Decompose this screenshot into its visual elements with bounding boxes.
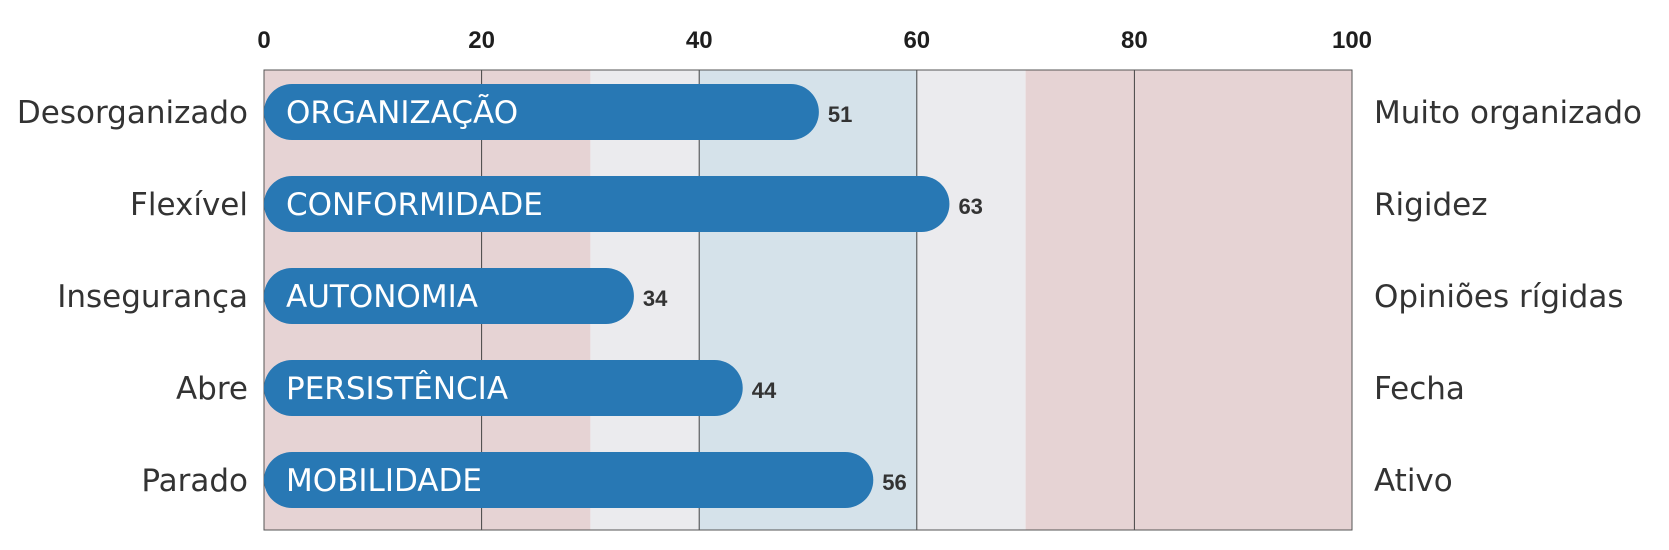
bar-value-label: 63 bbox=[958, 194, 982, 219]
background-bands bbox=[264, 70, 1352, 530]
left-scale-label: Parado bbox=[141, 463, 248, 499]
bars: ORGANIZAÇÃO 51 CONFORMIDADE 63 AUTONOMIA 34 PE… bbox=[264, 84, 983, 508]
bar-value-label: 34 bbox=[643, 286, 668, 311]
bar bbox=[264, 268, 634, 324]
x-tick-label: 0 bbox=[257, 27, 270, 54]
bar-category-label: ORGANIZAÇÃO bbox=[286, 95, 518, 131]
left-scale-label: Desorganizado bbox=[17, 95, 248, 131]
right-scale-labels: Muito organizado Rigidez Opiniões rígidas F… bbox=[1374, 95, 1642, 499]
left-scale-label: Abre bbox=[176, 371, 248, 407]
band-3 bbox=[916, 70, 1026, 530]
right-scale-label: Fecha bbox=[1374, 371, 1465, 407]
x-tick-label: 40 bbox=[686, 27, 713, 54]
x-tick-label: 100 bbox=[1332, 27, 1372, 54]
bar-value-label: 44 bbox=[752, 378, 777, 403]
left-scale-label: Insegurança bbox=[57, 279, 248, 315]
bar bbox=[264, 452, 874, 508]
x-axis-ticks: 0 20 40 60 80 100 bbox=[257, 27, 1372, 54]
bar-category-label: PERSISTÊNCIA bbox=[286, 371, 508, 407]
right-scale-label: Ativo bbox=[1374, 463, 1453, 499]
x-tick-label: 80 bbox=[1121, 27, 1148, 54]
bar-category-label: CONFORMIDADE bbox=[286, 187, 543, 223]
band-4 bbox=[1025, 70, 1352, 530]
right-scale-label: Muito organizado bbox=[1374, 95, 1642, 131]
bar-value-label: 56 bbox=[882, 470, 906, 495]
bar-value-label: 51 bbox=[828, 102, 852, 127]
x-tick-label: 60 bbox=[903, 27, 930, 54]
right-scale-label: Opiniões rígidas bbox=[1374, 279, 1623, 315]
plot-frame bbox=[263, 69, 1353, 531]
bar-category-label: MOBILIDADE bbox=[286, 463, 482, 499]
bar bbox=[264, 360, 743, 416]
bar-category-label: AUTONOMIA bbox=[286, 279, 478, 315]
bar bbox=[264, 84, 819, 140]
left-scale-labels: Desorganizado Flexível Insegurança Abre Para… bbox=[17, 95, 248, 499]
x-tick-label: 20 bbox=[468, 27, 495, 54]
right-scale-label: Rigidez bbox=[1374, 187, 1487, 223]
bar bbox=[264, 176, 950, 232]
left-scale-label: Flexível bbox=[130, 187, 248, 223]
